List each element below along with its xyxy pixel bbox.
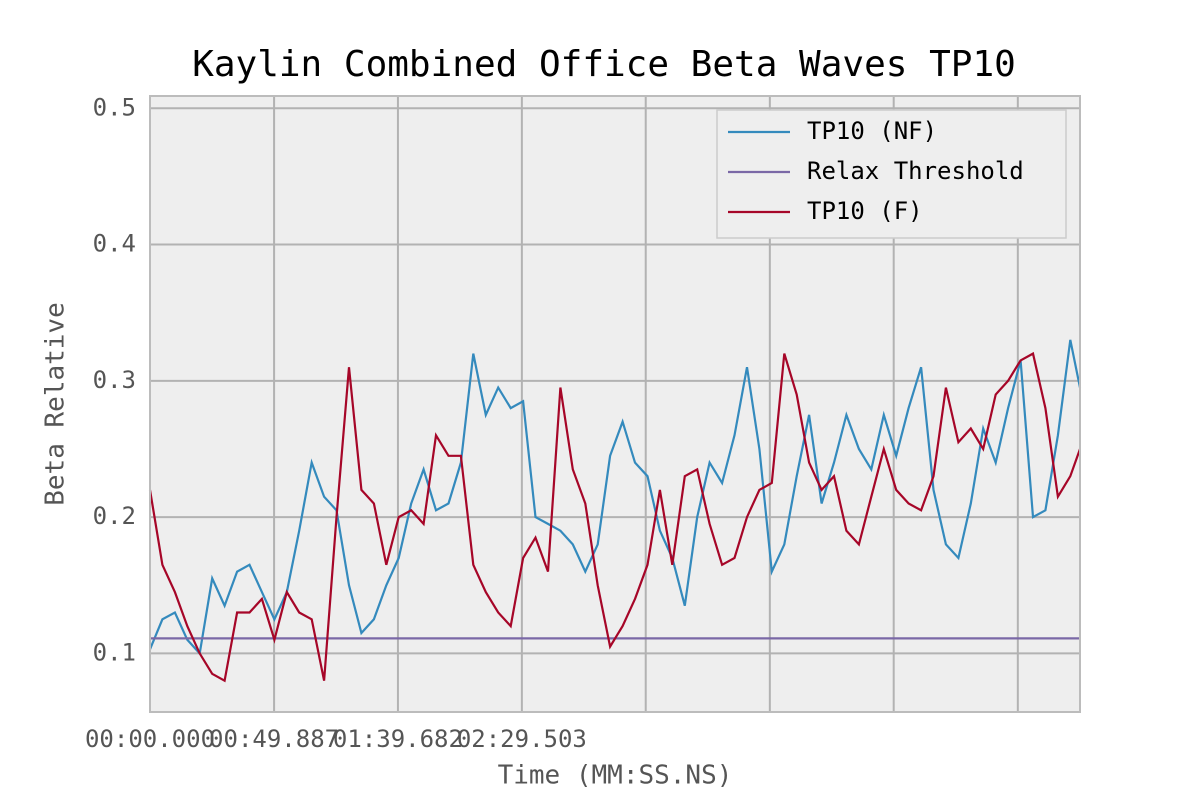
y-axis-label: Beta Relative — [41, 302, 71, 506]
plot-frame — [149, 95, 1081, 713]
grid: 0.1 0.2 0.3 0.4 0.5 00:00.00000:49.88701:39.6… — [85, 93, 1080, 753]
chart-title: Kaylin Combined Office Beta Waves TP10 — [192, 44, 1016, 85]
lines — [148, 339, 1082, 683]
y-tick-label: 0.5 — [93, 93, 136, 121]
x-axis-label: Time (MM:SS.NS) — [498, 761, 733, 791]
legend-label: Relax Threshold — [807, 157, 1024, 185]
x-tick-label: 01:39.682 — [333, 725, 463, 753]
x-tick-label: 00:49.887 — [209, 725, 339, 753]
series-line — [148, 339, 1082, 656]
legend-label: TP10 (NF) — [807, 117, 937, 145]
y-tick-label: 0.4 — [93, 230, 136, 258]
legend-label: TP10 (F) — [807, 197, 923, 225]
series-line — [148, 351, 1082, 683]
x-tick-label: 00:00.000 — [85, 725, 215, 753]
y-tick-label: 0.1 — [93, 638, 136, 666]
legend: TP10 (NF) Relax Threshold TP10 (F) — [716, 109, 1067, 239]
x-tick-label: 02:29.503 — [457, 725, 587, 753]
y-tick-label: 0.2 — [93, 502, 136, 530]
y-tick-label: 0.3 — [93, 366, 136, 394]
